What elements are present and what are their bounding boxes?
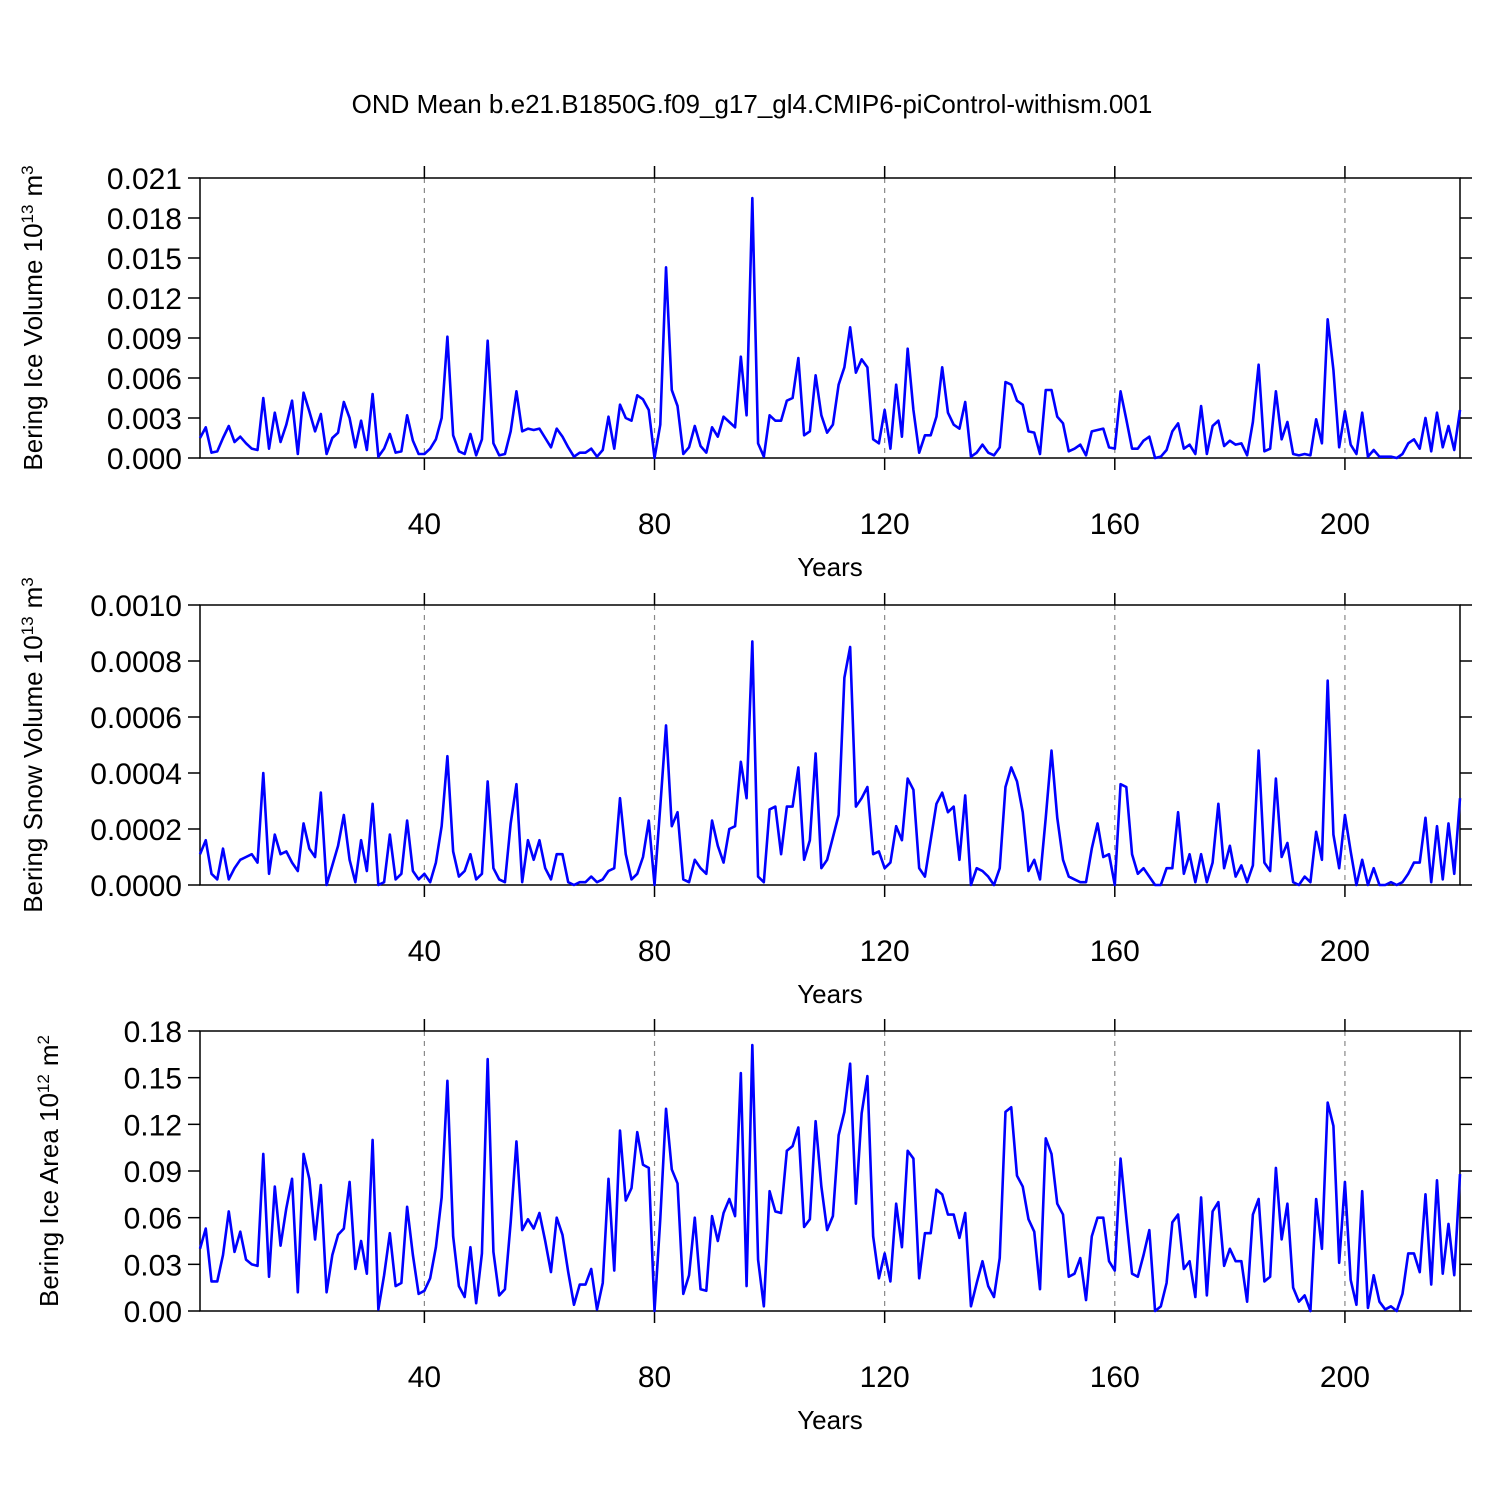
y-tick-label: 0.0010 xyxy=(90,590,182,623)
y-tick-label: 0.021 xyxy=(107,163,182,196)
x-tick-label: 160 xyxy=(1090,1361,1140,1394)
x-axis-label: Years xyxy=(797,552,863,582)
x-tick-label: 80 xyxy=(638,935,671,968)
x-tick-label: 200 xyxy=(1320,1361,1370,1394)
x-tick-label: 160 xyxy=(1090,935,1140,968)
x-tick-label: 120 xyxy=(860,1361,910,1394)
y-tick-label: 0.0000 xyxy=(90,870,182,903)
data-line xyxy=(198,1043,1462,1313)
x-tick-label: 80 xyxy=(638,508,671,541)
y-tick-label: 0.03 xyxy=(124,1249,182,1282)
x-tick-label: 40 xyxy=(408,1361,441,1394)
y-tick-label: 0.12 xyxy=(124,1109,182,1142)
y-tick-label: 0.15 xyxy=(124,1063,182,1096)
y-label-superscript: 2 xyxy=(34,1035,53,1044)
y-tick-label: 0.0008 xyxy=(90,646,182,679)
data-line xyxy=(198,196,1462,460)
y-tick-label: 0.009 xyxy=(107,323,182,356)
y-tick-label: 0.003 xyxy=(107,403,182,436)
plot-frame xyxy=(199,604,1461,886)
y-label-superscript: 3 xyxy=(18,577,37,586)
y-tick-label: 0.000 xyxy=(107,443,182,476)
y-tick-label: 0.0002 xyxy=(90,814,182,847)
y-label-text: Bering Ice Volume 10 xyxy=(18,223,48,470)
y-tick-label: 0.00 xyxy=(124,1296,182,1329)
chart-title: OND Mean b.e21.B1850G.f09_g17_gl4.CMIP6-… xyxy=(352,89,1153,119)
y-axis-label: Bering Snow Volume 1013 m3 xyxy=(18,577,49,913)
y-tick-label: 0.012 xyxy=(107,283,182,316)
x-tick-label: 40 xyxy=(408,935,441,968)
y-axis-label: Bering Ice Area 1012 m2 xyxy=(34,1035,65,1307)
y-label-text: m xyxy=(18,175,48,197)
x-axis-label: Years xyxy=(797,979,863,1009)
x-tick-label: 40 xyxy=(408,508,441,541)
y-label-text: Bering Snow Volume 10 xyxy=(18,635,48,913)
x-tick-label: 80 xyxy=(638,1361,671,1394)
y-label-superscript: 12 xyxy=(34,1074,53,1093)
y-tick-label: 0.06 xyxy=(124,1203,182,1236)
x-tick-label: 200 xyxy=(1320,935,1370,968)
y-tick-label: 0.0004 xyxy=(90,758,182,791)
y-label-superscript: 13 xyxy=(18,205,37,224)
x-tick-label: 120 xyxy=(860,935,910,968)
y-label-superscript: 13 xyxy=(18,616,37,635)
x-tick-label: 160 xyxy=(1090,508,1140,541)
plot-frame xyxy=(199,177,1461,459)
x-axis-label: Years xyxy=(797,1405,863,1435)
x-tick-label: 120 xyxy=(860,508,910,541)
y-tick-label: 0.18 xyxy=(124,1016,182,1049)
y-label-text: m xyxy=(18,587,48,609)
y-label-superscript: 3 xyxy=(18,165,37,174)
x-tick-label: 200 xyxy=(1320,508,1370,541)
y-label-text: Bering Ice Area 10 xyxy=(34,1093,64,1307)
y-tick-label: 0.0006 xyxy=(90,702,182,735)
y-tick-label: 0.018 xyxy=(107,203,182,236)
data-line xyxy=(198,640,1462,887)
y-tick-label: 0.09 xyxy=(124,1156,182,1189)
y-axis-label: Bering Ice Volume 1013 m3 xyxy=(18,165,49,470)
y-tick-label: 0.015 xyxy=(107,243,182,276)
y-tick-label: 0.006 xyxy=(107,363,182,396)
plot-frame xyxy=(199,1030,1461,1312)
y-label-text: m xyxy=(34,1044,64,1066)
